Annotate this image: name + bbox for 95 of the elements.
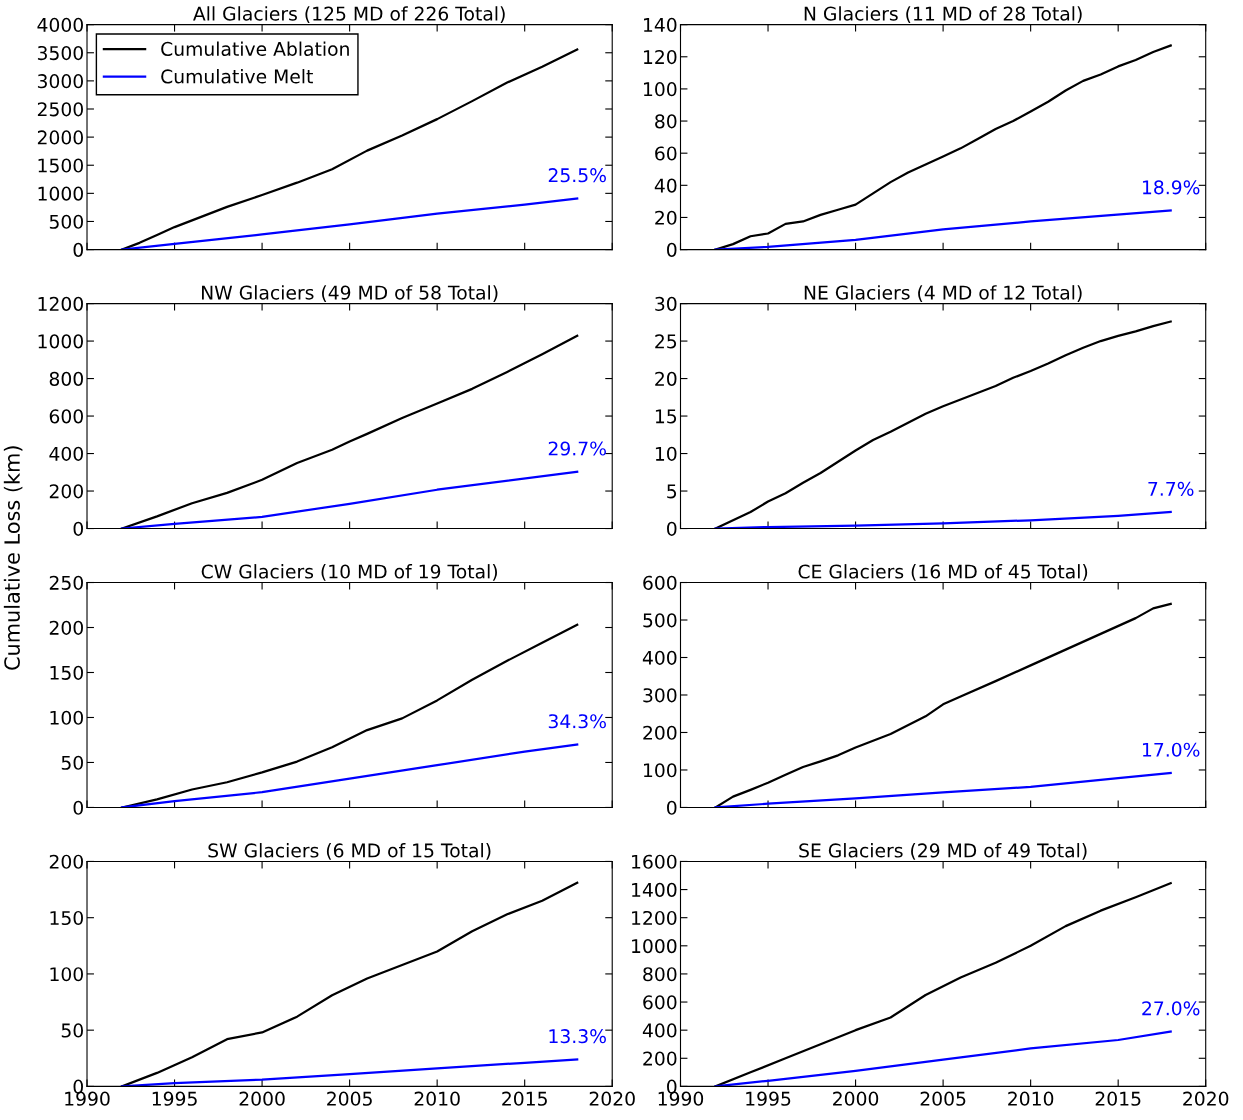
x-tick-label: 1995: [152, 1091, 197, 1106]
y-tick-label: 2500: [37, 102, 83, 117]
y-tick-label: 1000: [632, 939, 677, 954]
line-series: [120, 1058, 579, 1087]
x-tick-label: 2010: [414, 1091, 460, 1106]
y-tick-label: 100: [643, 82, 677, 97]
y-tick-label: 0: [667, 521, 677, 536]
annotation: 17.0%: [1142, 742, 1200, 757]
y-tick-label: 100: [50, 967, 83, 982]
y-tick-label: 200: [643, 725, 677, 740]
y-tick-label: 50: [61, 755, 83, 770]
y-tick-label: 200: [49, 854, 83, 869]
y-tick-label: 0: [73, 800, 83, 815]
y-tick-label: 400: [642, 650, 677, 665]
y-axis-title: Cumulative Loss (km): [3, 446, 23, 670]
x-tick-label: 2005: [327, 1091, 372, 1106]
chart-title: CE Glaciers (16 MD of 45 Total): [798, 564, 1088, 581]
y-tick-label: 1500: [38, 158, 83, 173]
annotation: 7.7%: [1148, 481, 1194, 496]
y-tick-label: 600: [643, 575, 677, 590]
x-tick-label: 2000: [833, 1091, 879, 1106]
y-tick-label: 0: [667, 242, 677, 257]
chart-title: N Glaciers (11 MD of 28 Total): [804, 6, 1082, 23]
y-tick-label: 3000: [37, 74, 83, 89]
y-tick-label: 0: [73, 242, 83, 257]
y-tick-label: 250: [49, 575, 83, 590]
y-tick-label: 40: [654, 178, 677, 193]
line-series: [120, 743, 579, 808]
chart-title: NE Glaciers (4 MD of 12 Total): [804, 285, 1082, 302]
y-tick-label: 1000: [38, 186, 83, 201]
chart-title: All Glaciers (125 MD of 226 Total): [193, 6, 505, 23]
line-series: [714, 771, 1172, 808]
chart-title: SW Glaciers (6 MD of 15 Total): [208, 843, 491, 860]
line-series: [120, 470, 579, 529]
y-tick-label: 2000: [37, 130, 83, 145]
y-tick-label: 400: [49, 446, 83, 461]
x-tick-label: 2000: [239, 1091, 285, 1106]
legend-label: Cumulative Melt: [161, 69, 313, 84]
y-tick-label: 100: [643, 763, 677, 778]
annotation: 18.9%: [1142, 180, 1200, 195]
annotation: 29.7%: [548, 441, 606, 456]
y-tick-label: 1000: [38, 334, 83, 349]
y-tick-label: 600: [643, 995, 677, 1010]
y-tick-label: 10: [655, 446, 677, 461]
chart-title: CW Glaciers (10 MD of 19 Total): [201, 564, 497, 581]
y-tick-label: 120: [643, 49, 677, 65]
legend-label: Cumulative Ablation: [161, 41, 349, 57]
y-tick-label: 60: [655, 146, 677, 161]
x-tick-label: 1995: [746, 1091, 791, 1106]
y-tick-label: 4000: [37, 17, 83, 33]
y-tick-label: 25: [655, 334, 677, 349]
chart-title: SE Glaciers (29 MD of 49 Total): [799, 843, 1087, 860]
y-tick-label: 1600: [632, 854, 677, 869]
x-tick-label: 2010: [1008, 1091, 1054, 1106]
y-tick-label: 20: [655, 371, 677, 386]
y-tick-label: 500: [643, 613, 677, 628]
y-tick-label: 140: [643, 17, 677, 33]
annotation: 27.0%: [1142, 1001, 1200, 1016]
y-tick-label: 50: [61, 1023, 83, 1038]
annotation: 34.3%: [548, 714, 606, 729]
y-tick-label: 1200: [632, 910, 677, 926]
y-tick-label: 800: [49, 371, 83, 386]
x-tick-label: 2015: [1095, 1091, 1141, 1106]
y-tick-label: 600: [49, 409, 83, 424]
y-tick-label: 400: [642, 1023, 677, 1038]
y-tick-label: 0: [667, 800, 677, 815]
annotation: 25.5%: [548, 168, 606, 183]
x-tick-label: 2005: [920, 1091, 966, 1106]
line-series: [714, 209, 1172, 250]
y-tick-label: 200: [643, 1051, 677, 1066]
x-tick-label: 2020: [589, 1091, 635, 1106]
y-tick-label: 1400: [632, 882, 677, 897]
annotation: 13.3%: [549, 1029, 606, 1044]
y-tick-label: 15: [655, 409, 677, 424]
x-tick-label: 2020: [1183, 1091, 1229, 1106]
line-series: [714, 510, 1172, 529]
y-tick-label: 1200: [38, 296, 83, 311]
y-tick-label: 500: [49, 214, 83, 229]
y-tick-label: 3500: [37, 45, 83, 61]
y-tick-label: 30: [655, 296, 677, 311]
y-tick-label: 150: [50, 910, 83, 926]
y-tick-label: 100: [50, 710, 83, 725]
line-series: [714, 1030, 1172, 1087]
y-tick-label: 80: [655, 114, 677, 129]
y-tick-label: 0: [73, 521, 83, 536]
y-tick-label: 200: [49, 620, 83, 635]
line-series: [120, 197, 579, 250]
x-tick-label: 2015: [502, 1091, 547, 1106]
y-tick-label: 800: [643, 967, 677, 982]
y-tick-label: 5: [667, 484, 677, 499]
y-tick-label: 150: [50, 665, 83, 680]
chart-title: NW Glaciers (49 MD of 58 Total): [202, 285, 498, 302]
y-tick-label: 300: [643, 688, 677, 703]
y-tick-label: 20: [655, 210, 677, 225]
y-tick-label: 200: [49, 484, 83, 499]
